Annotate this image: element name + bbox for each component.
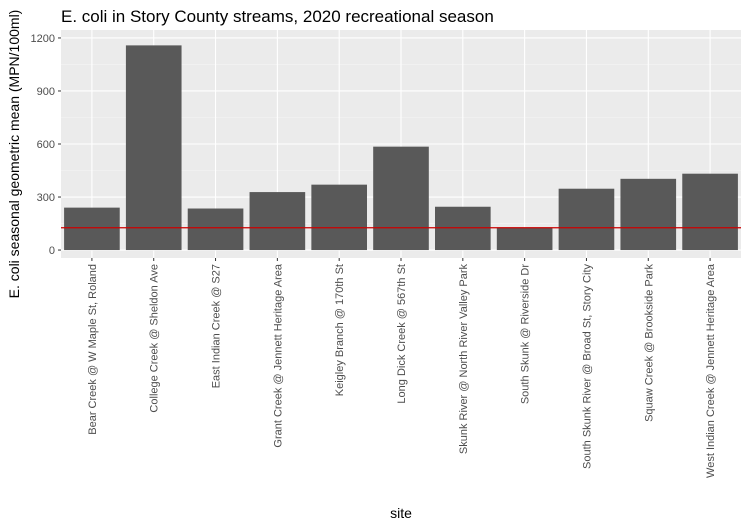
- x-axis-ticks: Bear Creek @ W Maple St, Roland College C…: [87, 258, 717, 478]
- x-tick-label: West Indian Creek @ Jennett Heritage Are…: [705, 263, 717, 478]
- x-tick-label: South Skunk River @ Broad St, Story City: [581, 264, 593, 469]
- plot-panel: [61, 30, 741, 258]
- y-tick-label: 300: [37, 192, 55, 204]
- x-tick-label: East Indian Creek @ S27: [211, 264, 223, 388]
- y-axis-title: E. coli seasonal geometric mean (MPN/100…: [6, 10, 22, 299]
- bar: [373, 146, 429, 251]
- x-tick-label: Squaw Creek @ Brookside Park: [643, 264, 655, 422]
- y-axis-ticks: 0 300 600 900 1200: [31, 33, 61, 257]
- x-tick-label: South Skunk @ Riverside Dr: [520, 264, 532, 405]
- x-tick-label: Bear Creek @ W Maple St, Roland: [87, 264, 99, 435]
- bar: [558, 188, 615, 251]
- bar: [64, 207, 120, 251]
- x-axis-title: site: [390, 505, 412, 521]
- bar: [125, 45, 182, 251]
- y-tick-label: 1200: [31, 33, 55, 45]
- bar: [682, 173, 738, 251]
- x-tick-label: College Creek @ Sheldon Ave: [149, 264, 161, 413]
- x-tick-label: Skunk River @ North River Valley Park: [458, 264, 470, 455]
- bar: [435, 206, 491, 251]
- bar: [496, 227, 553, 251]
- chart-title: E. coli in Story County streams, 2020 re…: [61, 7, 494, 26]
- x-tick-label: Grant Creek @ Jennett Heritage Area: [272, 263, 284, 447]
- x-tick-label: Long Dick Creek @ 567th St: [396, 264, 408, 404]
- y-tick-label: 600: [37, 139, 55, 151]
- bar: [620, 178, 677, 251]
- y-tick-label: 0: [49, 245, 55, 257]
- bar: [187, 208, 244, 251]
- x-tick-label: Keigley Branch @ 170th St: [334, 264, 346, 396]
- bar: [249, 192, 306, 251]
- y-tick-label: 900: [37, 86, 55, 98]
- bar: [311, 184, 367, 251]
